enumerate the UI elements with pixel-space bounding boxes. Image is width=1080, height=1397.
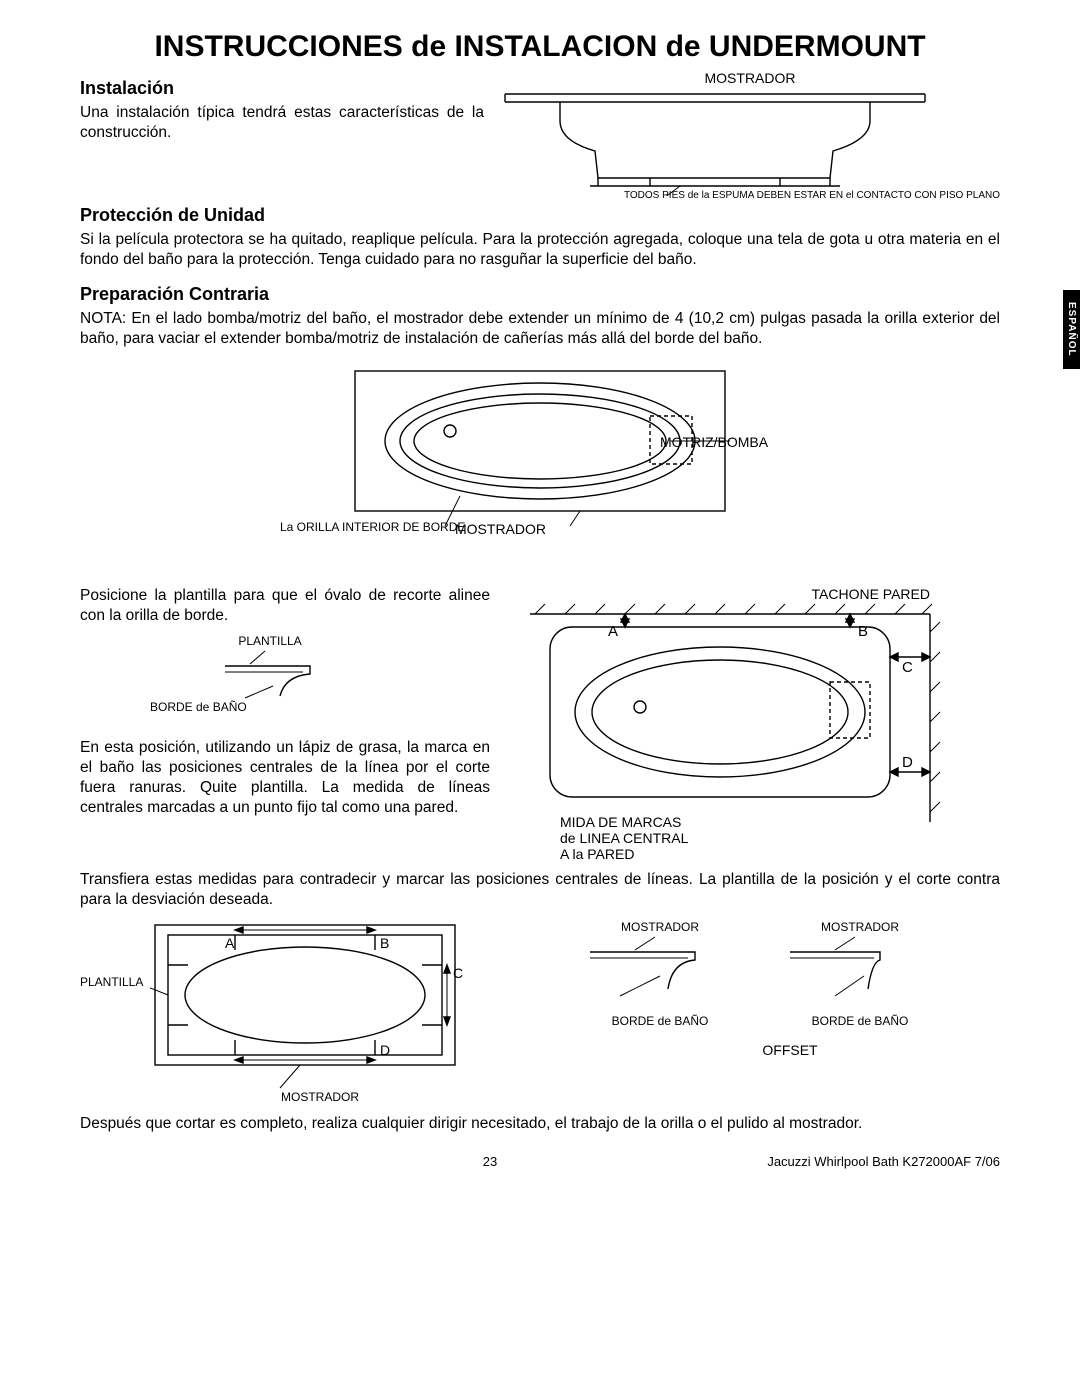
fig3b-label-counter-1: MOSTRADOR (580, 920, 740, 934)
body-preparacion-1: NOTA: En el lado bomba/motriz del baño, … (80, 309, 1000, 349)
footer: 23 Jacuzzi Whirlpool Bath K272000AF 7/06 (80, 1154, 1000, 1169)
row-template-align: Posicione la plantilla para que el óvalo… (80, 586, 1000, 862)
fig2a-label-rim: BORDE de BAÑO (150, 700, 400, 714)
body-preparacion-3: En esta posición, utilizando un lápiz de… (80, 738, 490, 819)
fig2b-measure2: de LINEA CENTRAL (560, 830, 1000, 846)
diagram-topview-wrap: MOTRIZ/BOMBA La ORILLA INTERIOR DE BORDE… (260, 366, 820, 536)
fig-label-counter: MOSTRADOR (455, 521, 546, 537)
diagram-wall-wrap: TACHONE PARED (510, 586, 1000, 862)
diagram-offset-wrap: MOSTRADOR BORDE de BAÑO MOSTRADOR (520, 920, 1000, 1058)
diagram-wall-measure: A B C D (510, 602, 980, 832)
diagram-offset-1 (580, 934, 740, 1014)
fig2b-measure3: A la PARED (560, 846, 1000, 862)
fig1-label-bottom: TODOS PIES de la ESPUMA DEBEN ESTAR EN e… (500, 190, 1000, 201)
fig3b-label-offset: OFFSET (520, 1042, 1000, 1058)
svg-text:C: C (453, 965, 463, 981)
diagram-template-rim (185, 648, 355, 708)
diagram-offset-2 (780, 934, 940, 1014)
page-title: INSTRUCCIONES de INSTALACION de UNDERMOU… (80, 30, 1000, 64)
fig3a-label-template: PLANTILLA (80, 975, 143, 989)
svg-text:B: B (858, 623, 868, 640)
fig3b-label-rim-2: BORDE de BAÑO (780, 1014, 940, 1028)
fig-label-rim: La ORILLA INTERIOR DE BORDE (280, 521, 465, 534)
heading-preparacion: Preparación Contraria (80, 284, 1000, 305)
body-preparacion-2: Posicione la plantilla para que el óvalo… (80, 586, 490, 626)
diagram-template-counter-wrap: A B C D PLANTILLA MOSTRADOR (80, 920, 520, 1104)
doc-id: Jacuzzi Whirlpool Bath K272000AF 7/06 (700, 1154, 1000, 1169)
fig1-label-top: MOSTRADOR (500, 70, 1000, 86)
diagram-template-counter: A B C D (150, 920, 510, 1090)
heading-proteccion: Protección de Unidad (80, 205, 1000, 226)
svg-text:A: A (608, 623, 618, 640)
fig3b-label-counter-2: MOSTRADOR (780, 920, 940, 934)
fig3a-label-counter: MOSTRADOR (120, 1090, 520, 1104)
body-preparacion-5: Después que cortar es completo, realiza … (80, 1114, 1000, 1134)
body-proteccion: Si la película protectora se ha quitado,… (80, 230, 1000, 270)
row-bottom-figs: A B C D PLANTILLA MOSTRADOR MOSTRADOR (80, 920, 1000, 1104)
diagram-oval-topview (350, 366, 730, 536)
fig2a-label-template: PLANTILLA (140, 634, 400, 648)
svg-text:D: D (902, 754, 913, 771)
fig3b-label-rim-1: BORDE de BAÑO (580, 1014, 740, 1028)
page-number: 23 (280, 1154, 700, 1169)
body-instalacion: Una instalación típica tendrá estas cara… (80, 103, 484, 143)
svg-text:A: A (225, 935, 235, 951)
fig-label-motor: MOTRIZ/BOMBA (660, 434, 768, 450)
fig2b-measure1: MIDA DE MARCAS (560, 814, 1000, 830)
svg-text:D: D (380, 1042, 390, 1058)
svg-text:C: C (902, 659, 913, 676)
body-preparacion-4: Transfiera estas medidas para contradeci… (80, 870, 1000, 910)
diagram-cross-section (500, 86, 930, 196)
section-instalacion: Instalación Una instalación típica tendr… (80, 70, 1000, 201)
fig2b-label-wall: TACHONE PARED (510, 586, 1000, 602)
svg-text:B: B (380, 935, 389, 951)
page: INSTRUCCIONES de INSTALACION de UNDERMOU… (0, 0, 1080, 1209)
heading-instalacion: Instalación (80, 78, 484, 99)
